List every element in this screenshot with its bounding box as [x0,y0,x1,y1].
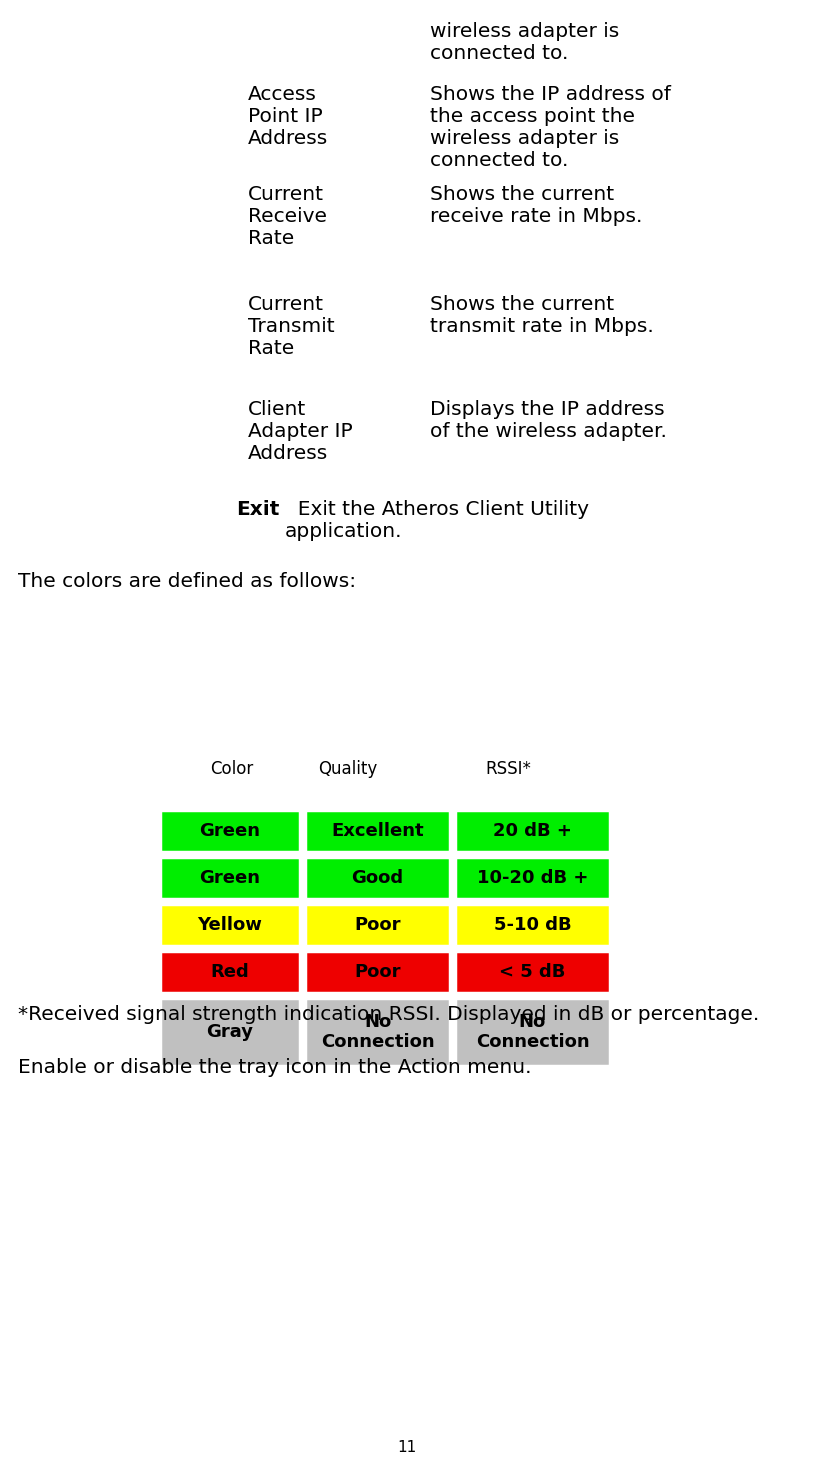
Text: Current: Current [248,186,324,203]
Text: 5-10 dB: 5-10 dB [493,916,571,934]
Text: Exit the Atheros Client Utility: Exit the Atheros Client Utility [285,499,589,518]
Text: of the wireless adapter.: of the wireless adapter. [430,421,667,440]
Bar [160,952,300,993]
Text: *Received signal strength indication RSSI. Displayed in dB or percentage.: *Received signal strength indication RSS… [18,1005,759,1024]
Text: Poor: Poor [354,916,400,934]
Text: Rate: Rate [248,339,294,358]
Bar [160,999,300,1066]
Text: Client: Client [248,401,306,418]
Text: Rate: Rate [248,228,294,247]
Text: connected to.: connected to. [430,44,568,63]
Text: the access point the: the access point the [430,108,635,127]
Text: Exit: Exit [237,499,280,518]
Text: Green: Green [199,822,260,840]
Text: Point IP: Point IP [248,108,322,127]
Text: The colors are defined as follows:: The colors are defined as follows: [18,572,357,591]
Bar [160,904,300,946]
Text: Yellow: Yellow [198,916,262,934]
Text: Red: Red [211,963,249,981]
Text: 10-20 dB +: 10-20 dB + [477,869,589,887]
Text: Transmit: Transmit [248,317,335,336]
Text: No
Connection: No Connection [475,1012,589,1052]
Text: Enable or disable the tray icon in the Action menu.: Enable or disable the tray icon in the A… [18,1058,532,1077]
Bar [305,810,450,851]
Text: wireless adapter is: wireless adapter is [430,22,619,41]
Bar [305,904,450,946]
Text: RSSI*: RSSI* [485,760,531,778]
Text: connected to.: connected to. [430,152,568,169]
Text: transmit rate in Mbps.: transmit rate in Mbps. [430,317,654,336]
Text: 11: 11 [397,1441,417,1455]
Text: Current: Current [248,295,324,314]
Bar [455,857,610,899]
Text: Good: Good [352,869,404,887]
Text: < 5 dB: < 5 dB [499,963,566,981]
Text: Access: Access [248,85,317,105]
Bar [455,810,610,851]
Text: Green: Green [199,869,260,887]
Text: Adapter IP: Adapter IP [248,421,352,440]
Bar [305,952,450,993]
Text: application.: application. [285,521,402,541]
Bar [455,952,610,993]
Bar [160,810,300,851]
Text: Receive: Receive [248,208,327,225]
Text: Quality: Quality [318,760,378,778]
Text: Address: Address [248,443,328,463]
Text: Gray: Gray [207,1024,253,1041]
Text: Shows the current: Shows the current [430,186,614,203]
Text: No
Connection: No Connection [321,1012,435,1052]
Text: Address: Address [248,130,328,147]
Text: Color: Color [210,760,254,778]
Bar [455,904,610,946]
Text: 20 dB +: 20 dB + [493,822,572,840]
Text: wireless adapter is: wireless adapter is [430,130,619,147]
Text: Displays the IP address: Displays the IP address [430,401,664,418]
Text: receive rate in Mbps.: receive rate in Mbps. [430,208,642,225]
Text: Shows the current: Shows the current [430,295,614,314]
Bar [305,999,450,1066]
Text: Excellent: Excellent [331,822,424,840]
Bar [160,857,300,899]
Bar [455,999,610,1066]
Text: Poor: Poor [354,963,400,981]
Bar [305,857,450,899]
Text: Shows the IP address of: Shows the IP address of [430,85,671,105]
